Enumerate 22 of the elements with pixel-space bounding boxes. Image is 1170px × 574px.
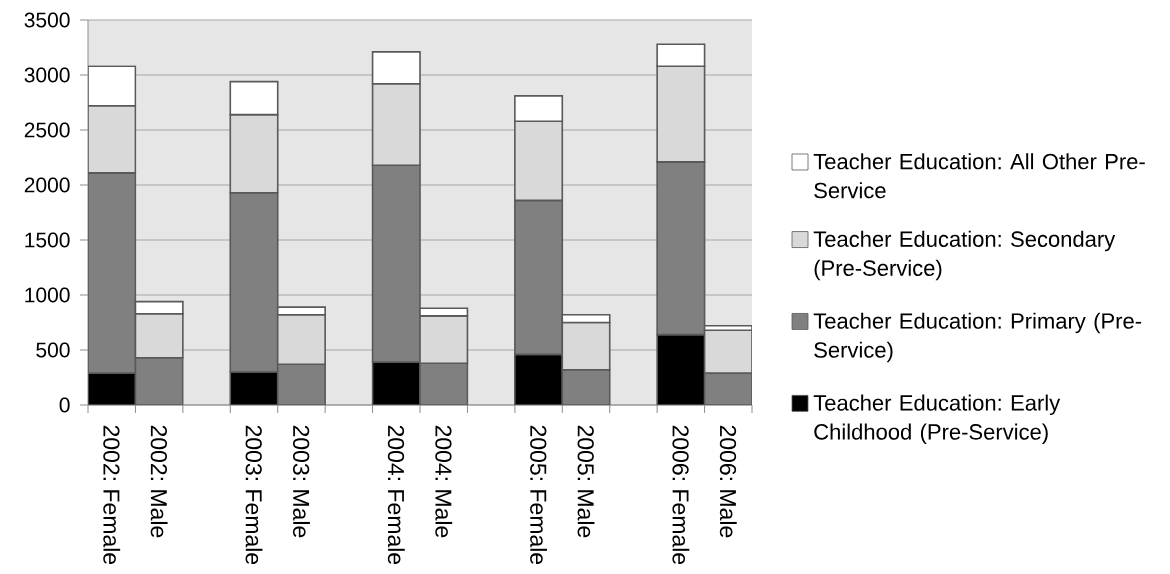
legend-label: Teacher Education: Secondary (Pre-Service) xyxy=(813,230,1116,281)
y-tick-label: 2500 xyxy=(24,122,70,138)
legend-label: Teacher Education: Early Childhood (Pre-Service) xyxy=(813,394,1061,445)
y-tick-label: 1500 xyxy=(25,232,70,248)
x-tick-label: 2002: Female xyxy=(103,425,121,565)
legend-label: Teacher Education: Primary (Pre-Service) xyxy=(813,312,1142,363)
x-tick-label: 2004: Female xyxy=(387,425,405,565)
y-tick-label: 0 xyxy=(59,397,70,413)
x-tick-label: 2006: Female xyxy=(672,425,690,565)
x-tick-label: 2006: Male xyxy=(719,425,737,538)
x-tick-label: 2002: Male xyxy=(150,425,168,538)
y-tick-label: 1000 xyxy=(25,287,70,303)
x-tick-label: 2003: Female xyxy=(245,425,263,565)
x-tick-label: 2005: Female xyxy=(530,425,548,565)
y-tick-label: 500 xyxy=(36,342,70,358)
x-tick-label: 2004: Male xyxy=(435,425,453,538)
x-tick-label: 2003: Male xyxy=(292,425,310,538)
x-tick-label: 2005: Male xyxy=(577,425,595,538)
legend-label: Teacher Education: All Other Pre-Service xyxy=(813,153,1145,199)
y-tick-label: 3000 xyxy=(24,67,70,83)
y-tick-label: 3500 xyxy=(24,12,70,28)
y-tick-label: 2000 xyxy=(24,177,70,193)
